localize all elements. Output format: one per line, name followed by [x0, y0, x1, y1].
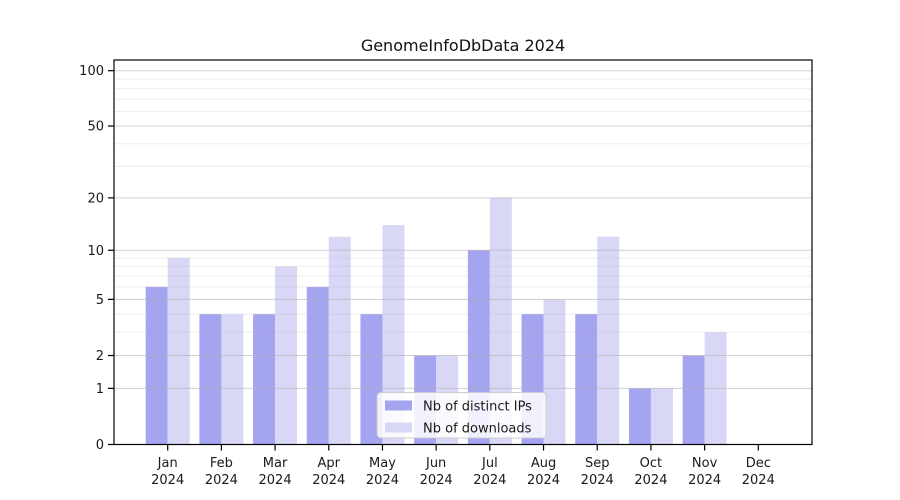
bar-downloads-Jul — [489, 197, 512, 445]
y-tick-label-1: 1 — [96, 382, 104, 397]
bar-distinct-ips-Mar — [253, 314, 276, 445]
y-tick-label-2: 2 — [96, 349, 104, 364]
x-tick-label-Feb: Feb 2024 — [205, 456, 238, 488]
bar-downloads-Feb — [221, 314, 244, 445]
legend: Nb of distinct IPs Nb of downloads — [376, 392, 547, 439]
bar-downloads-Aug — [543, 299, 566, 445]
x-tick-label-May: May 2024 — [366, 456, 399, 488]
chart-title: GenomeInfoDbData 2024 — [361, 36, 565, 55]
bar-downloads-Sep — [597, 236, 620, 445]
legend-label-downloads: Nb of downloads — [423, 422, 532, 437]
axes-frame — [113, 59, 813, 446]
x-tick-label-Apr: Apr 2024 — [312, 456, 345, 488]
x-tick-label-Nov: Nov 2024 — [688, 456, 721, 488]
bar-downloads-Oct — [650, 388, 673, 445]
y-tick-label-20: 20 — [87, 191, 104, 206]
y-tick-label-100: 100 — [79, 64, 104, 79]
bar-downloads-Jan — [167, 258, 190, 445]
bar-distinct-ips-Jan — [145, 286, 168, 445]
legend-swatch-distinct-ips — [385, 400, 412, 411]
x-tick-label-Jan: Jan 2024 — [151, 456, 184, 488]
legend-swatch-downloads — [385, 422, 412, 433]
legend-box — [376, 392, 547, 439]
x-tick-label-Jun: Jun 2024 — [420, 456, 453, 488]
x-tick-label-Dec: Dec 2024 — [742, 456, 775, 488]
bar-distinct-ips-Oct — [628, 388, 651, 445]
bar-distinct-ips-Feb — [199, 314, 222, 445]
y-tick-label-10: 10 — [87, 244, 104, 259]
bar-distinct-ips-Sep — [575, 314, 598, 445]
y-tick-label-50: 50 — [87, 120, 104, 135]
legend-label-distinct-ips: Nb of distinct IPs — [423, 400, 532, 415]
bar-distinct-ips-Nov — [682, 355, 705, 445]
x-tick-label-Mar: Mar 2024 — [259, 456, 292, 488]
bar-distinct-ips-Apr — [306, 286, 329, 445]
y-tick-label-5: 5 — [96, 293, 104, 308]
y-tick-label-0: 0 — [96, 438, 104, 453]
x-tick-label-Jul: Jul 2024 — [473, 456, 506, 488]
x-tick-label-Aug: Aug 2024 — [527, 456, 560, 488]
bar-downloads-May — [382, 225, 405, 445]
bar-downloads-Apr — [328, 236, 351, 445]
x-tick-label-Sep: Sep 2024 — [581, 456, 614, 488]
x-tick-label-Oct: Oct 2024 — [634, 456, 667, 488]
